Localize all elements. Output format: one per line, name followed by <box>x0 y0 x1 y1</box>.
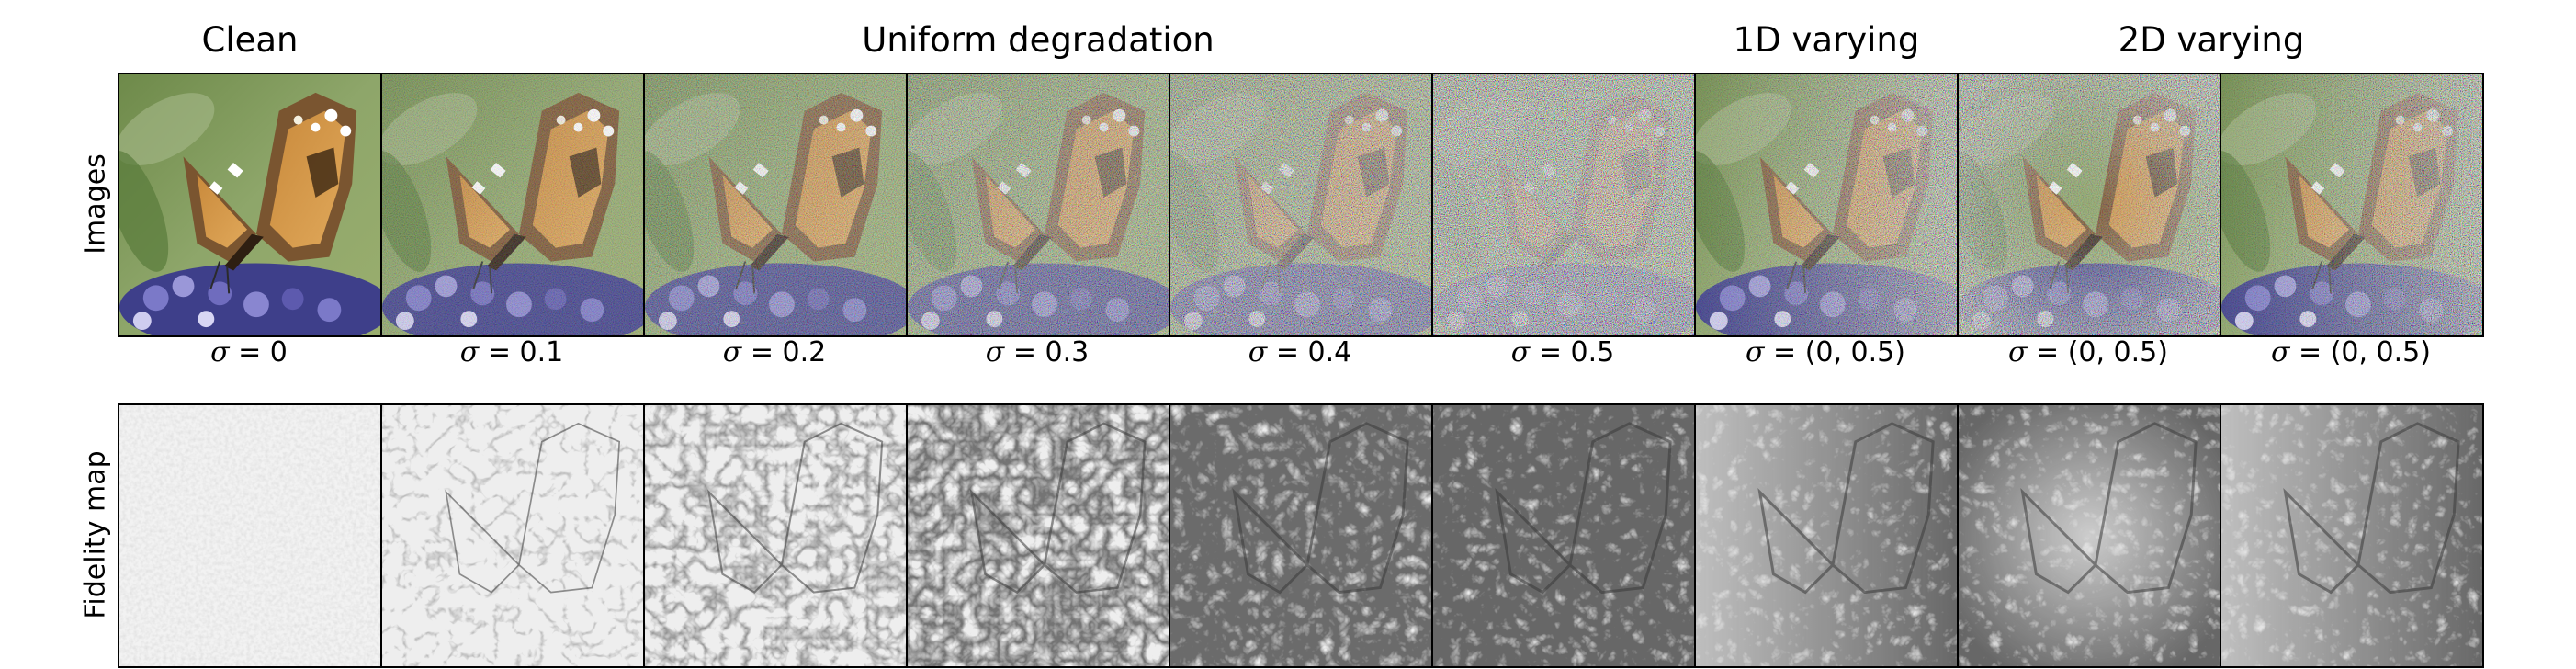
title-2d-varying: 2D varying <box>2118 20 2305 60</box>
fidelity-map-image <box>119 405 380 666</box>
row-label-fidelity-map: Fidelity map <box>79 450 112 619</box>
fidelity-map-tile <box>1957 403 2221 668</box>
butterfly-image <box>1170 74 1431 335</box>
image-tile <box>906 73 1170 337</box>
fidelity-map-tile <box>2220 403 2484 668</box>
image-tile <box>118 73 382 337</box>
fidelity-map-image <box>645 405 906 666</box>
image-tile <box>1694 73 1959 337</box>
fidelity-map-image <box>908 405 1169 666</box>
fidelity-map-image <box>382 405 643 666</box>
sigma-caption: σ = (0, 0.5) <box>2220 336 2482 369</box>
fidelity-map-image <box>2221 405 2482 666</box>
fidelity-map-tile <box>118 403 382 668</box>
sigma-caption: σ = 0.2 <box>643 336 906 369</box>
fidelity-map-image <box>1433 405 1694 666</box>
sigma-symbol: σ <box>1746 336 1765 369</box>
sigma-symbol: σ <box>459 336 480 369</box>
sigma-symbol: σ <box>2271 336 2290 369</box>
butterfly-image <box>1959 74 2220 335</box>
sigma-symbol: σ <box>210 336 230 369</box>
sigma-symbol: σ <box>2008 336 2028 369</box>
sigma-value: = 0.1 <box>479 336 564 369</box>
butterfly-image <box>2221 74 2482 335</box>
sigma-symbol: σ <box>722 336 742 369</box>
fidelity-map-tile <box>906 403 1170 668</box>
image-tile <box>643 73 908 337</box>
sigma-caption: σ = 0.4 <box>1169 336 1431 369</box>
sigma-symbol: σ <box>1248 336 1268 369</box>
sigma-value: = (0, 0.5) <box>1764 336 1905 369</box>
sigma-value: = 0.4 <box>1267 336 1352 369</box>
title-1d-varying: 1D varying <box>1733 20 1920 60</box>
sigma-caption: σ = 0.1 <box>380 336 643 369</box>
butterfly-image <box>645 74 906 335</box>
sigma-value: = 0.2 <box>741 336 827 369</box>
sigma-value: = 0.5 <box>1530 336 1615 369</box>
sigma-caption: σ = (0, 0.5) <box>1694 336 1957 369</box>
title-uniform-degradation: Uniform degradation <box>862 20 1215 60</box>
sigma-caption: σ = 0.3 <box>906 336 1169 369</box>
sigma-symbol: σ <box>985 336 1005 369</box>
fidelity-map-tile <box>380 403 645 668</box>
butterfly-image <box>908 74 1169 335</box>
fidelity-map-tile <box>1169 403 1433 668</box>
sigma-caption: σ = 0.5 <box>1431 336 1694 369</box>
fidelity-map-image <box>1170 405 1431 666</box>
image-tile <box>380 73 645 337</box>
image-tile <box>1431 73 1696 337</box>
fidelity-map-tile <box>1694 403 1959 668</box>
fidelity-map-image <box>1696 405 1957 666</box>
sigma-symbol: σ <box>1510 336 1531 369</box>
image-tile <box>1957 73 2221 337</box>
sigma-value: = 0 <box>229 336 288 369</box>
image-tile <box>1169 73 1433 337</box>
butterfly-image <box>119 74 380 335</box>
image-tile <box>2220 73 2484 337</box>
sigma-value: = (0, 0.5) <box>2027 336 2168 369</box>
butterfly-image <box>382 74 643 335</box>
fidelity-map-tile <box>1431 403 1696 668</box>
fidelity-map-tile <box>643 403 908 668</box>
fidelity-map-image <box>1959 405 2220 666</box>
butterfly-image <box>1696 74 1957 335</box>
sigma-value: = 0.3 <box>1004 336 1090 369</box>
sigma-caption: σ = (0, 0.5) <box>1957 336 2220 369</box>
butterfly-image <box>1433 74 1694 335</box>
sigma-value: = (0, 0.5) <box>2289 336 2431 369</box>
sigma-caption: σ = 0 <box>118 336 380 369</box>
row-label-images: Images <box>79 153 112 255</box>
title-clean: Clean <box>201 20 299 60</box>
